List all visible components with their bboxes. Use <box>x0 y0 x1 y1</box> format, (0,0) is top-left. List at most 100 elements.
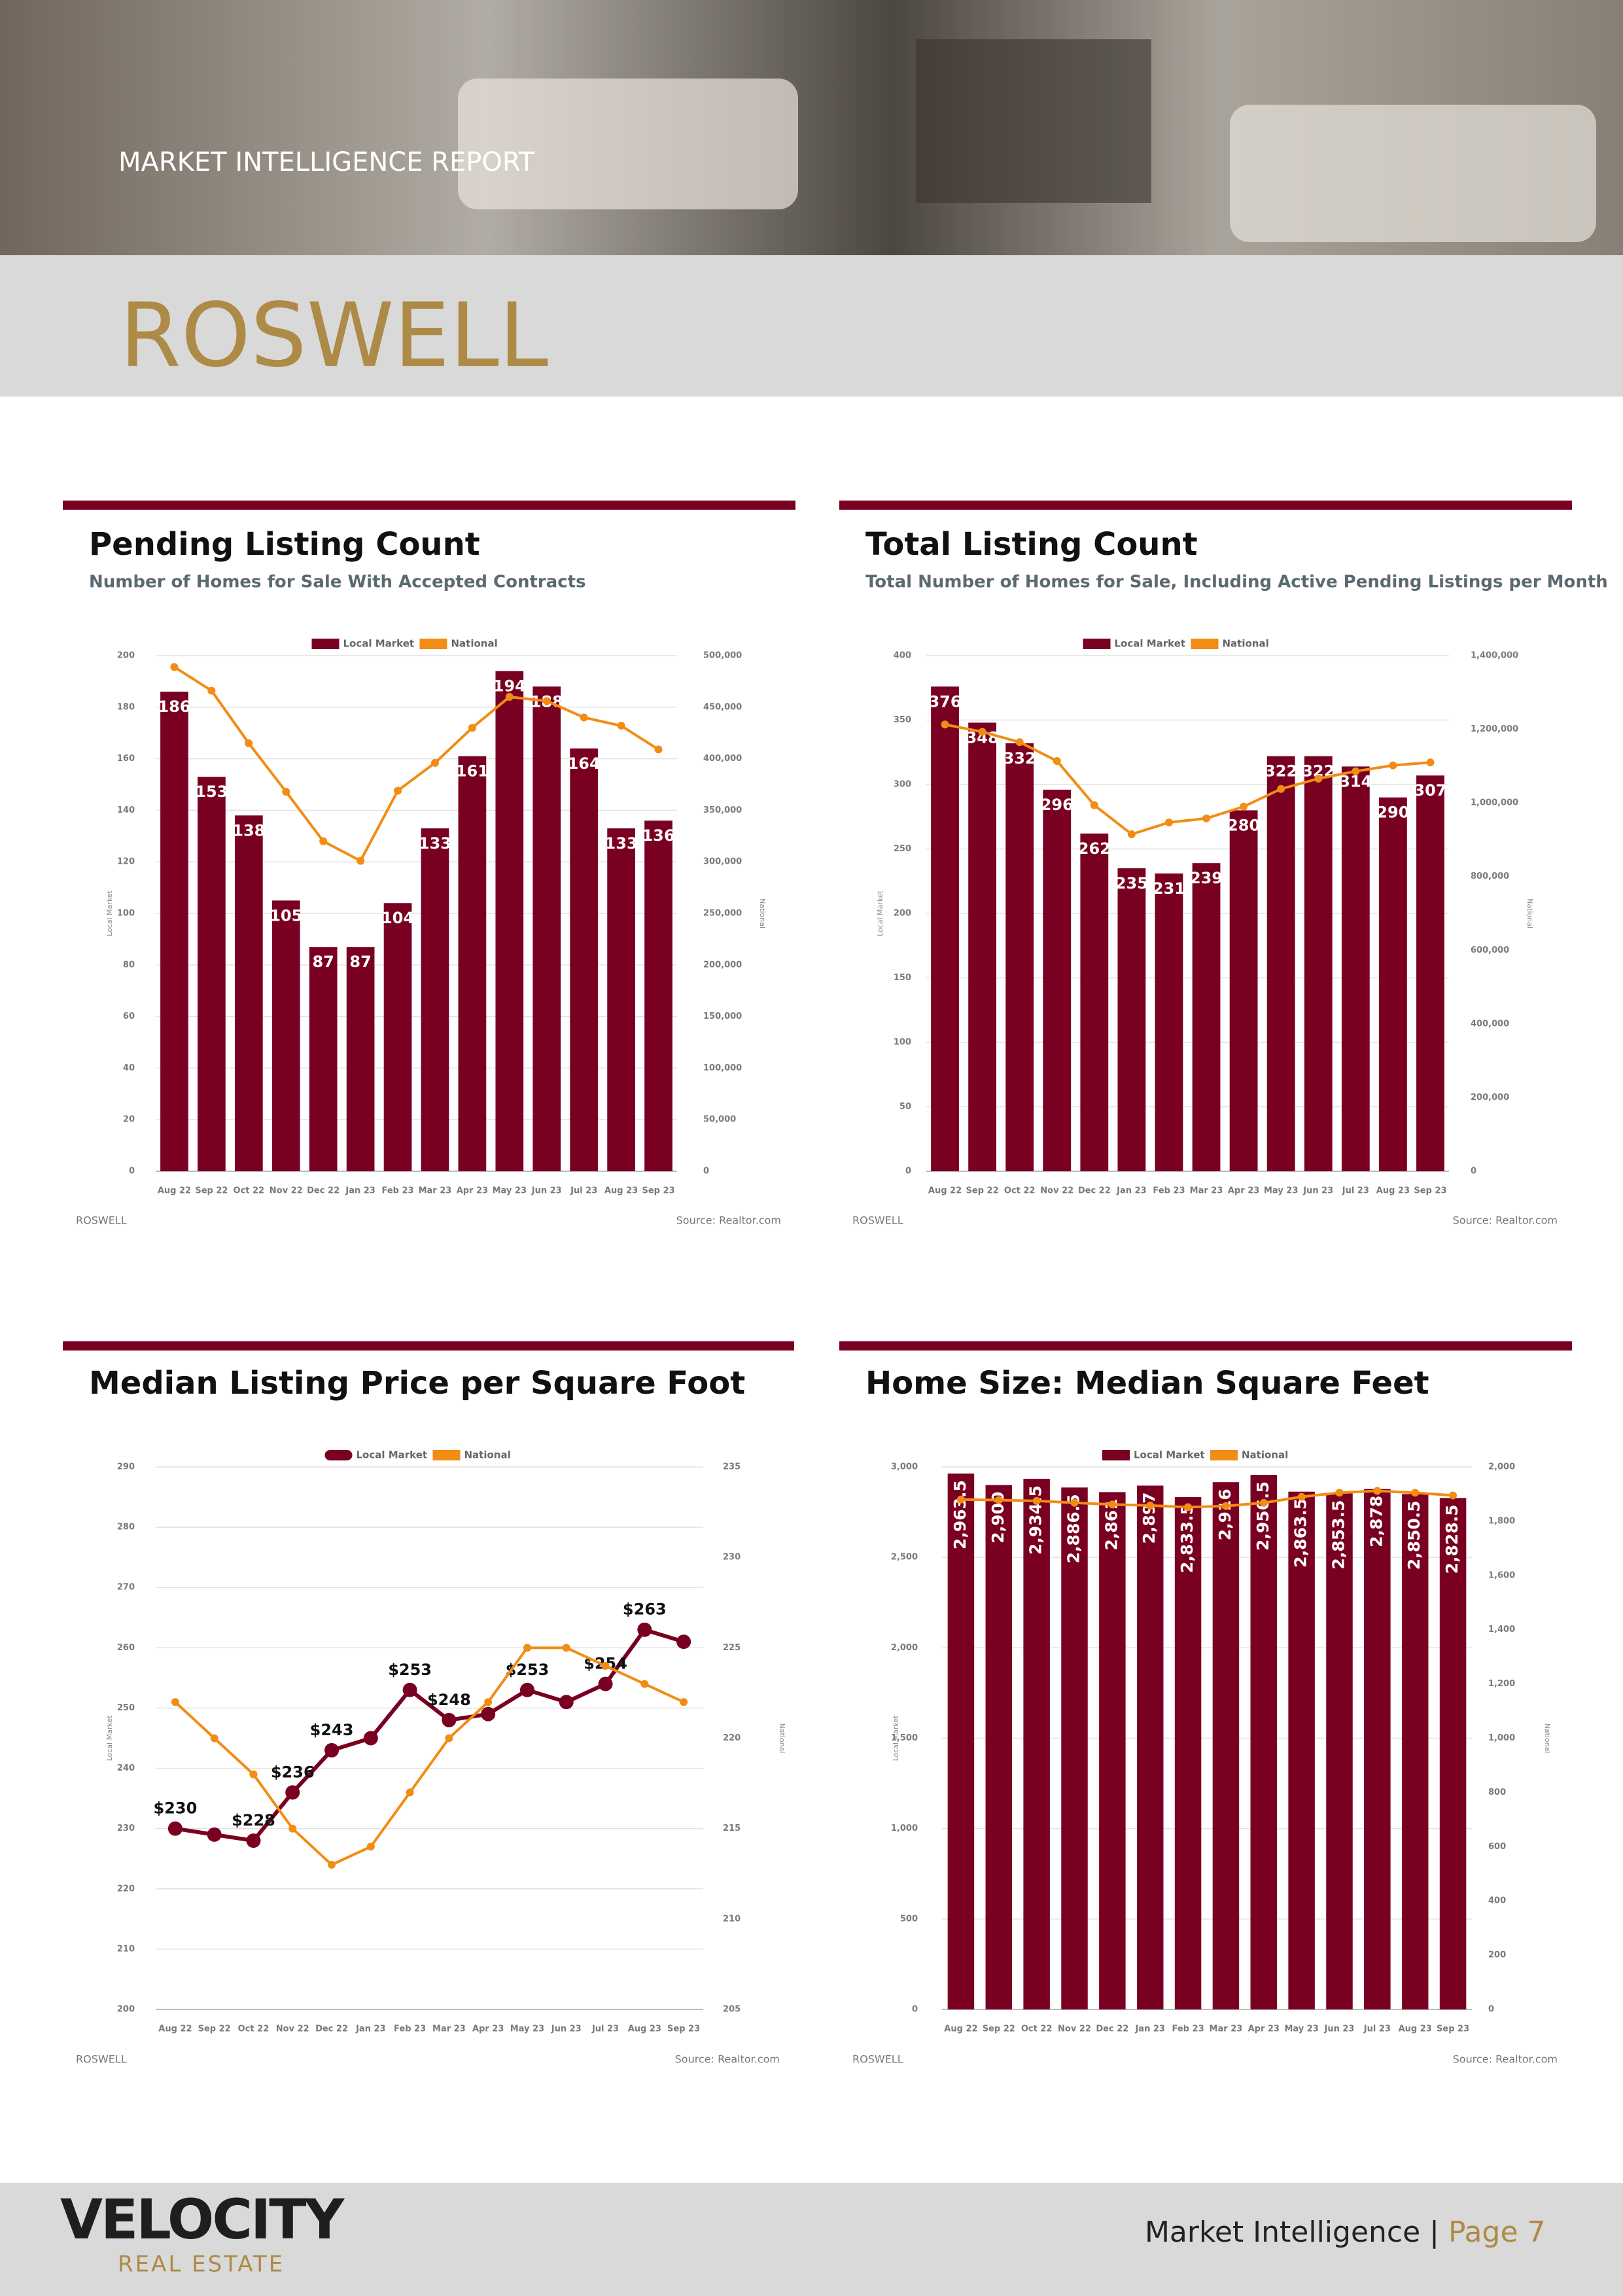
point <box>1127 830 1136 838</box>
point <box>637 1622 652 1637</box>
point <box>1426 758 1435 767</box>
legend-label: Local Market <box>357 1449 428 1461</box>
x-tick-label: Nov 22 <box>276 2024 309 2034</box>
point <box>580 713 588 722</box>
data-label: 296 <box>1041 796 1073 814</box>
data-label: 235 <box>1115 874 1148 892</box>
point <box>1352 767 1360 775</box>
legend-label: National <box>464 1449 511 1461</box>
x-tick-label: May 23 <box>1284 2024 1318 2034</box>
data-label: 231 <box>1153 879 1185 898</box>
y2-tick-label: 500,000 <box>703 651 742 661</box>
y-tick-label: 0 <box>129 1167 135 1176</box>
x-tick-label: May 23 <box>1264 1186 1298 1196</box>
x-tick-label: Sep 23 <box>642 1186 674 1196</box>
point <box>994 1496 1003 1504</box>
point <box>357 857 365 865</box>
point <box>406 1788 414 1797</box>
footer-band <box>0 2183 1623 2296</box>
chart-title: Home Size: Median Square Feet <box>865 1365 1429 1402</box>
x-tick-label: Sep 22 <box>966 1186 999 1196</box>
data-label: $228 <box>232 1811 275 1829</box>
bar <box>1266 756 1295 1171</box>
chart-source: Source: Realtor.com <box>1453 2053 1558 2066</box>
point <box>328 1860 336 1869</box>
y-axis-title: Local Market <box>105 1715 114 1761</box>
y2-tick-label: 400 <box>1488 1896 1506 1906</box>
header-photo <box>0 0 1623 255</box>
point <box>246 1833 261 1848</box>
chart-subtitle: Number of Homes for Sale With Accepted C… <box>89 573 586 592</box>
chart-source: Source: Realtor.com <box>1453 1214 1558 1227</box>
y2-tick-label: 800 <box>1488 1788 1506 1797</box>
point <box>1202 814 1211 822</box>
legend-label: Local Market <box>1134 1449 1205 1461</box>
y2-tick-label: 215 <box>723 1824 741 1833</box>
legend-swatch <box>432 1450 461 1460</box>
x-tick-label: Aug 23 <box>1399 2024 1432 2034</box>
data-label: 138 <box>232 821 265 839</box>
bar <box>383 903 412 1171</box>
data-label: 194 <box>493 677 526 696</box>
y2-axis-title: National <box>1526 898 1534 928</box>
data-label: $236 <box>271 1763 315 1781</box>
point <box>1108 1500 1117 1509</box>
point <box>676 1634 691 1650</box>
y-tick-label: 0 <box>912 2005 918 2015</box>
chart-footer: ROSWELL <box>76 2053 127 2066</box>
y-tick-label: 230 <box>117 1824 135 1833</box>
y2-tick-label: 225 <box>723 1643 741 1653</box>
point <box>617 722 625 730</box>
data-label: 2,850.5 <box>1405 1500 1423 1570</box>
y-tick-label: 500 <box>900 1914 918 1924</box>
x-tick-label: May 23 <box>493 1186 527 1196</box>
y2-tick-label: 1,600 <box>1488 1570 1515 1580</box>
y-tick-label: 160 <box>117 754 135 764</box>
y2-tick-label: 400,000 <box>1471 1019 1509 1029</box>
bar <box>968 722 997 1171</box>
y-tick-label: 100 <box>117 909 135 919</box>
point <box>1221 1502 1230 1510</box>
y2-axis-title: National <box>1543 1723 1552 1754</box>
chart-subtitle: Total Number of Homes for Sale, Includin… <box>865 573 1608 592</box>
bar <box>1288 1491 1315 2009</box>
x-tick-label: Feb 23 <box>1172 2024 1204 2034</box>
y-tick-label: 140 <box>117 805 135 815</box>
y-tick-label: 350 <box>894 715 911 725</box>
bar <box>1155 873 1183 1171</box>
point <box>1090 801 1098 809</box>
point <box>484 1698 493 1706</box>
y2-tick-label: 150,000 <box>703 1012 742 1021</box>
bar <box>947 1474 975 2009</box>
x-tick-label: Aug 22 <box>944 2024 977 2034</box>
chart-footer: ROSWELL <box>852 1214 903 1227</box>
x-tick-label: Jun 23 <box>1324 2024 1355 2034</box>
y-axis-title: Local Market <box>876 890 884 936</box>
y-tick-label: 250 <box>894 844 911 854</box>
y-tick-label: 1,500 <box>891 1733 918 1743</box>
data-label: 133 <box>419 834 451 853</box>
x-tick-label: Apr 23 <box>457 1186 488 1196</box>
y-tick-label: 40 <box>123 1063 135 1073</box>
x-tick-label: Aug 22 <box>158 1186 191 1196</box>
y2-tick-label: 210 <box>723 1914 741 1924</box>
bar <box>1304 756 1333 1171</box>
y2-tick-label: 230 <box>723 1553 741 1563</box>
data-label: 314 <box>1339 772 1372 790</box>
y2-tick-label: 0 <box>1488 2005 1494 2015</box>
y-tick-label: 120 <box>117 857 135 867</box>
bar <box>1341 766 1370 1171</box>
x-tick-label: Feb 23 <box>394 2024 426 2034</box>
legend-swatch <box>419 639 447 649</box>
point <box>167 1821 183 1836</box>
y-tick-label: 200 <box>894 909 911 919</box>
legend-swatch <box>1191 639 1219 649</box>
bar <box>1043 789 1072 1171</box>
x-tick-label: Sep 22 <box>198 2024 231 2034</box>
bar <box>1250 1475 1278 2009</box>
y-axis-title: Local Market <box>105 890 114 936</box>
bar <box>458 756 487 1171</box>
y2-tick-label: 400,000 <box>703 754 742 764</box>
point <box>941 720 949 729</box>
